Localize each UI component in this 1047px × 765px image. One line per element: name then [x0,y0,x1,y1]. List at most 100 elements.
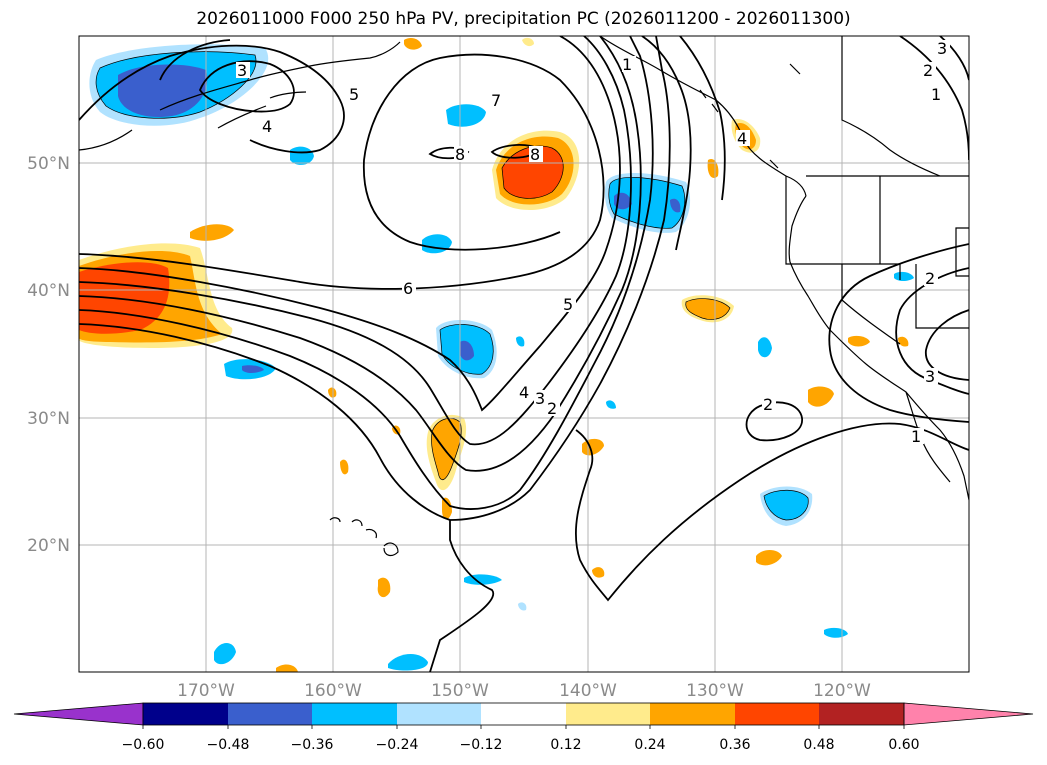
lon-tick-label: 160°W [304,681,362,701]
pv-contour-line [79,36,632,446]
pv-label-bg [260,118,274,134]
pv-contour-line [925,309,969,381]
pv-contour-line [641,36,692,251]
border-state [785,176,969,345]
colorbar-tick-label: 0.36 [719,737,750,753]
precip-negative-region [758,337,772,358]
pv-label-bg [518,384,532,400]
colorbar-ticks [142,725,905,729]
pv-label-bg [762,396,776,412]
precip-shading [79,37,914,672]
pv-contour-label: 2 [763,395,773,414]
coastline-islands [699,63,801,169]
pv-contour-label: 5 [349,85,359,104]
colorbar-segment [143,703,228,725]
lon-tick-label: 130°W [686,681,744,701]
precip-positive-region [404,38,422,50]
colorbar-tick-label: −0.48 [207,737,250,753]
precip-positive-region [328,387,337,398]
precip-positive-region [340,459,349,475]
pv-contour-label: 1 [622,55,632,74]
lat-tick-label: 20°N [27,536,70,556]
pv-contour-label: 1 [911,427,921,446]
pv-label-bg [736,130,750,146]
precip-positive-region [707,158,719,179]
map-content: 1 2 3 4 5 6 7 8 8 5 4 3 2 2 [79,36,969,672]
pv-contour-line [79,36,642,472]
coastline-hawaii [329,517,399,557]
pv-contour-label: 6 [403,279,413,298]
colorbar-tick-label: 0.48 [803,737,834,753]
pv-contour-line [159,39,231,81]
pv-contour-label: 1 [931,85,941,104]
colorbar-segment [397,703,481,725]
pv-contour-line [939,36,969,81]
precip-outline [608,177,686,229]
pv-contour-label: 2 [547,399,557,418]
colorbar-tick-label: 0.12 [550,737,581,753]
pv-contour-label: 3 [535,389,545,408]
precip-positive-region [377,577,391,598]
precip-negative-region [214,643,236,665]
colorbar-tick-label: −0.12 [460,737,503,753]
pv-contour-line [79,44,345,154]
colorbar-segment [312,703,397,725]
pv-contour-line [828,243,969,423]
pv-contour-label: 8 [530,145,540,164]
pv-contour-label: 5 [563,295,573,314]
precip-positive-region [190,224,234,241]
colorbar-tick-label: 0.60 [888,737,919,753]
lat-tick-labels: 50°N 40°N 30°N 20°N [27,154,70,556]
colorbar-segment [566,703,650,725]
pv-contour-line [899,36,969,161]
precip-positive-region [79,262,170,334]
colorbar-tick-label: 0.24 [634,737,665,753]
pv-label-bg [529,146,543,162]
graticule [79,36,969,672]
colorbar-segment [819,703,904,725]
colorbar-extend-min [13,702,144,726]
lon-tick-label: 170°W [177,681,235,701]
pv-label-bg [236,62,250,78]
pv-contour-label: 7 [491,91,501,110]
lat-tick-label: 30°N [27,409,70,429]
precip-negative-region [608,177,685,229]
pv-label-bg [924,368,938,384]
pv-contour-line [745,401,803,442]
colorbar-tick-label: −0.60 [122,737,165,753]
colorbar-segment [228,703,312,725]
lat-tick-label: 50°N [27,154,70,174]
precip-negative-region [824,627,848,638]
precip-positive-region [592,567,605,578]
pv-label-bg [546,400,560,416]
precip-negative-region [670,198,681,213]
colorbar-tick-label: −0.36 [291,737,334,753]
precip-negative-region [242,365,264,373]
colorbar-segment [735,703,819,725]
coastlines [79,36,969,557]
pv-contour-label: 4 [737,129,747,148]
pv-contour-line [79,36,671,672]
pv-contour-label: 8 [455,145,465,164]
pv-contour-label: 2 [923,61,933,80]
precip-positive-region [808,386,834,407]
colorbar-extend-max [903,702,1034,726]
pv-label-bg [924,270,938,286]
precip-positive-region [756,550,782,566]
pv-contour-label: 4 [262,117,272,136]
colorbar-segment [481,703,566,725]
pv-label-bg [936,40,950,56]
pv-label-bg [490,92,504,108]
precip-negative-region [118,64,208,118]
precip-positive-region [685,298,730,320]
pv-contour-line [79,36,621,412]
lon-tick-labels: 170°W 160°W 150°W 140°W 130°W 120°W [177,681,871,701]
lon-tick-label: 140°W [559,681,617,701]
precip-negative-region [606,400,616,409]
precip-outline [763,489,809,521]
pv-label-bg [622,56,636,72]
figure-title: 2026011000 F000 250 hPa PV, precipitatio… [196,9,851,29]
pv-label-bg [910,428,924,444]
pv-contour-line [79,36,654,510]
